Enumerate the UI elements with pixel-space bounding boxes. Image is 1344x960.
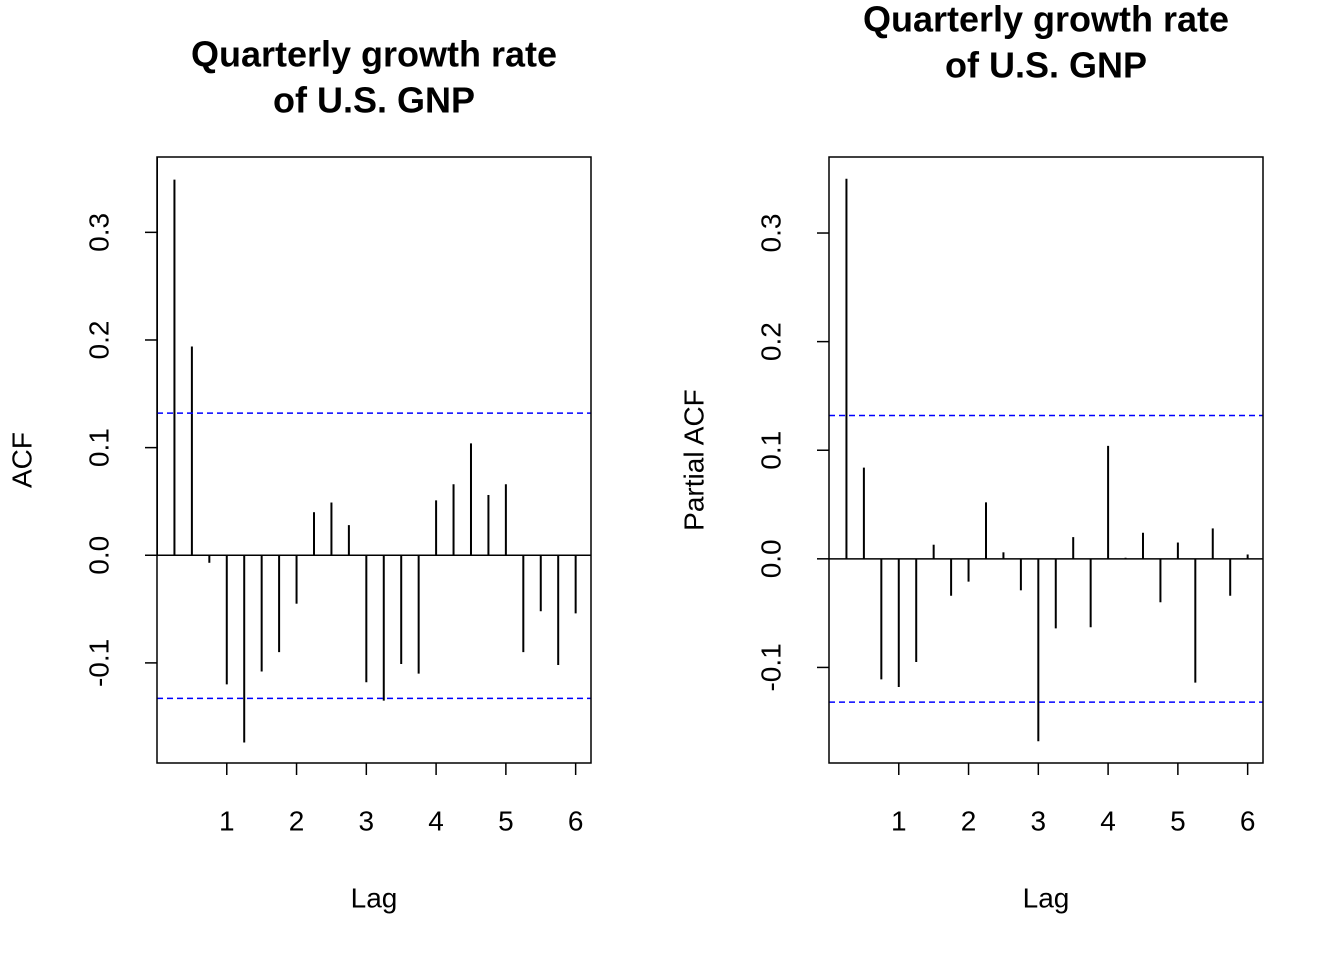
y-tick-label: 0.2: [83, 321, 114, 360]
x-tick-label: 5: [1170, 805, 1186, 836]
x-tick-label: 5: [498, 805, 514, 836]
plot-area: [157, 157, 591, 743]
plot-frame: [828, 156, 1264, 764]
x-tick-label: 3: [1031, 805, 1047, 836]
chart-title: Quarterly growth rate: [191, 34, 557, 75]
y-tick-label: 0.0: [755, 539, 786, 578]
x-tick-label: 1: [891, 805, 907, 836]
chart-title: of U.S. GNP: [273, 80, 475, 121]
y-tick-label: 0.0: [83, 536, 114, 575]
y-tick-label: 0.1: [755, 431, 786, 470]
y-tick-label: 0.3: [755, 214, 786, 253]
x-axis-label: Lag: [351, 882, 398, 913]
x-tick-label: 2: [961, 805, 977, 836]
y-tick-label: -0.1: [83, 639, 114, 687]
x-tick-label: 2: [289, 805, 305, 836]
y-axis-label: ACF: [6, 432, 37, 488]
x-tick-label: 4: [1100, 805, 1116, 836]
chart-title: Quarterly growth rate: [863, 0, 1229, 40]
x-tick-label: 1: [219, 805, 235, 836]
y-tick-label: 0.3: [83, 213, 114, 252]
plot-frame: [156, 156, 592, 764]
x-tick-label: 4: [428, 805, 444, 836]
x-tick-label: 6: [1240, 805, 1256, 836]
x-tick-label: 6: [568, 805, 584, 836]
y-axis-label: Partial ACF: [678, 389, 709, 531]
y-tick-label: 0.1: [83, 428, 114, 467]
chart-title: of U.S. GNP: [945, 45, 1147, 86]
x-tick-label: 3: [359, 805, 375, 836]
plot-area: [829, 178, 1263, 742]
y-tick-label: 0.2: [755, 322, 786, 361]
y-tick-label: -0.1: [755, 643, 786, 691]
x-axis-label: Lag: [1023, 882, 1070, 913]
